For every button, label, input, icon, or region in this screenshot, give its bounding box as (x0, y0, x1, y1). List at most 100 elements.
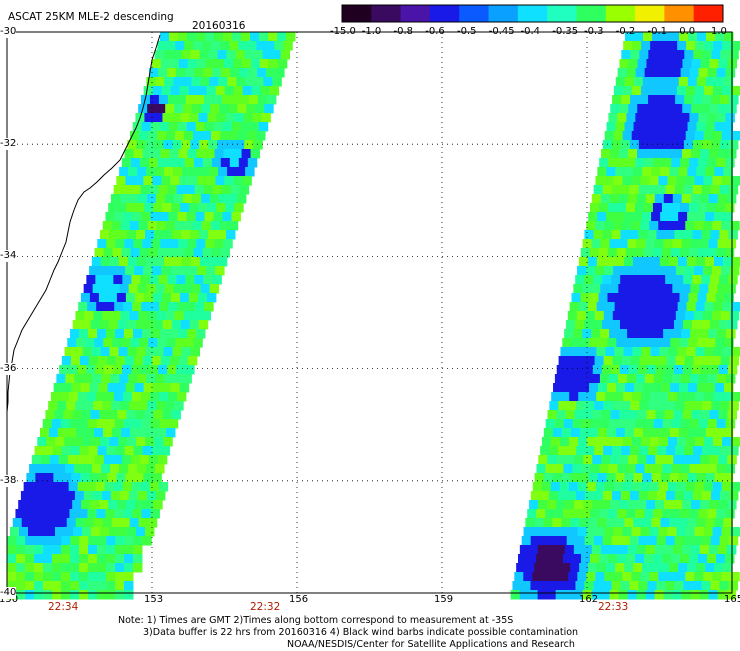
swath-pixel (191, 284, 202, 294)
swath-pixel (712, 482, 723, 492)
swath-pixel (61, 572, 71, 582)
swath-pixel (619, 365, 630, 375)
swath-pixel (209, 194, 220, 204)
swath-pixel (34, 554, 44, 564)
swath-pixel (102, 311, 112, 321)
swath-pixel (52, 536, 62, 546)
swath-pixel (663, 545, 674, 555)
swath-pixel (224, 176, 234, 186)
swath-pixel (631, 221, 641, 231)
swath-pixel (109, 437, 119, 447)
swath-pixel (102, 401, 112, 411)
swath-pixel (683, 491, 694, 501)
swath-pixel (601, 500, 611, 510)
swath-pixel (545, 509, 555, 519)
swath-pixel (92, 491, 103, 501)
swath-pixel (172, 50, 183, 60)
swath-pixel (115, 554, 125, 564)
swath-pixel (619, 455, 629, 465)
swath-pixel (141, 212, 151, 222)
swath-pixel (58, 455, 69, 465)
swath-pixel (681, 284, 691, 294)
swath-pixel (680, 419, 691, 429)
swath-pixel (226, 230, 236, 240)
swath-pixel (654, 194, 665, 204)
swath-pixel (127, 437, 137, 447)
swath-pixel (97, 239, 107, 249)
swath-pixel (683, 185, 694, 195)
swath-pixel (146, 77, 156, 87)
swath-pixel (726, 590, 737, 600)
swath-pixel (616, 293, 626, 303)
swath-pixel (692, 275, 702, 285)
swath-pixel (228, 104, 238, 114)
swath-pixel (652, 248, 663, 258)
swath-pixel (715, 338, 725, 348)
swath-pixel (547, 410, 558, 420)
swath-pixel (694, 266, 704, 276)
swath-pixel (195, 302, 205, 312)
swath-pixel (94, 428, 104, 438)
swath-pixel (587, 257, 598, 267)
swath-pixel (692, 185, 703, 195)
swath-pixel (682, 104, 692, 114)
swath-pixel (647, 536, 658, 546)
swath-pixel (169, 329, 179, 339)
swath-pixel (37, 527, 47, 537)
swath-pixel (214, 59, 225, 69)
swath-pixel (574, 500, 584, 510)
swath-pixel (85, 455, 96, 465)
swath-pixel (598, 293, 608, 303)
swath-pixel (662, 68, 673, 78)
swath-pixel (627, 239, 638, 249)
swath-pixel (599, 464, 609, 474)
swath-pixel (32, 482, 43, 492)
swath-pixel (31, 455, 42, 465)
swath-pixel (266, 68, 276, 78)
swath-pixel (133, 563, 143, 573)
swath-pixel (640, 482, 651, 492)
swath-pixel (708, 329, 718, 339)
swath-pixel (669, 518, 679, 528)
swath-pixel (648, 401, 658, 411)
swath-pixel (588, 212, 598, 222)
note-line-2: 3)Data buffer is 22 hrs from 20160316 4)… (143, 627, 579, 638)
swath-pixel (677, 41, 687, 51)
swath-pixel (623, 257, 634, 267)
swath-pixel (283, 41, 293, 51)
swath-pixel (530, 536, 541, 546)
swath-pixel (632, 41, 642, 51)
swath-pixel (630, 311, 641, 321)
swath-pixel (145, 437, 155, 447)
swath-pixel (71, 473, 81, 483)
swath-pixel (695, 257, 706, 267)
swath-pixel (675, 401, 685, 411)
swath-pixel (602, 581, 612, 591)
swath-pixel (595, 266, 605, 276)
product-title: ASCAT 25KM MLE-2 descending (8, 11, 174, 23)
swath-pixel (517, 554, 528, 564)
swath-pixel (567, 356, 578, 366)
swath-pixel (660, 563, 670, 573)
swath-pixel (669, 77, 680, 87)
swath-pixel (237, 104, 247, 114)
swath-pixel (642, 428, 653, 438)
swath-pixel (148, 455, 159, 465)
swath-pixel (605, 392, 615, 402)
swath-pixel (275, 68, 285, 78)
swath-pixel (123, 212, 133, 222)
swath-pixel (665, 581, 675, 591)
swath-pixel (698, 509, 708, 519)
swath-pixel (160, 149, 171, 159)
swath-pixel (90, 410, 100, 420)
swath-pixel (637, 365, 648, 375)
swath-pixel (638, 185, 649, 195)
swath-pixel (587, 392, 597, 402)
lat-tick-label: -38 (0, 474, 17, 487)
swath-pixel (566, 536, 577, 546)
swath-pixel (168, 302, 178, 312)
swath-pixel (705, 212, 715, 222)
swath-pixel (88, 545, 98, 555)
swath-pixel (671, 374, 682, 384)
